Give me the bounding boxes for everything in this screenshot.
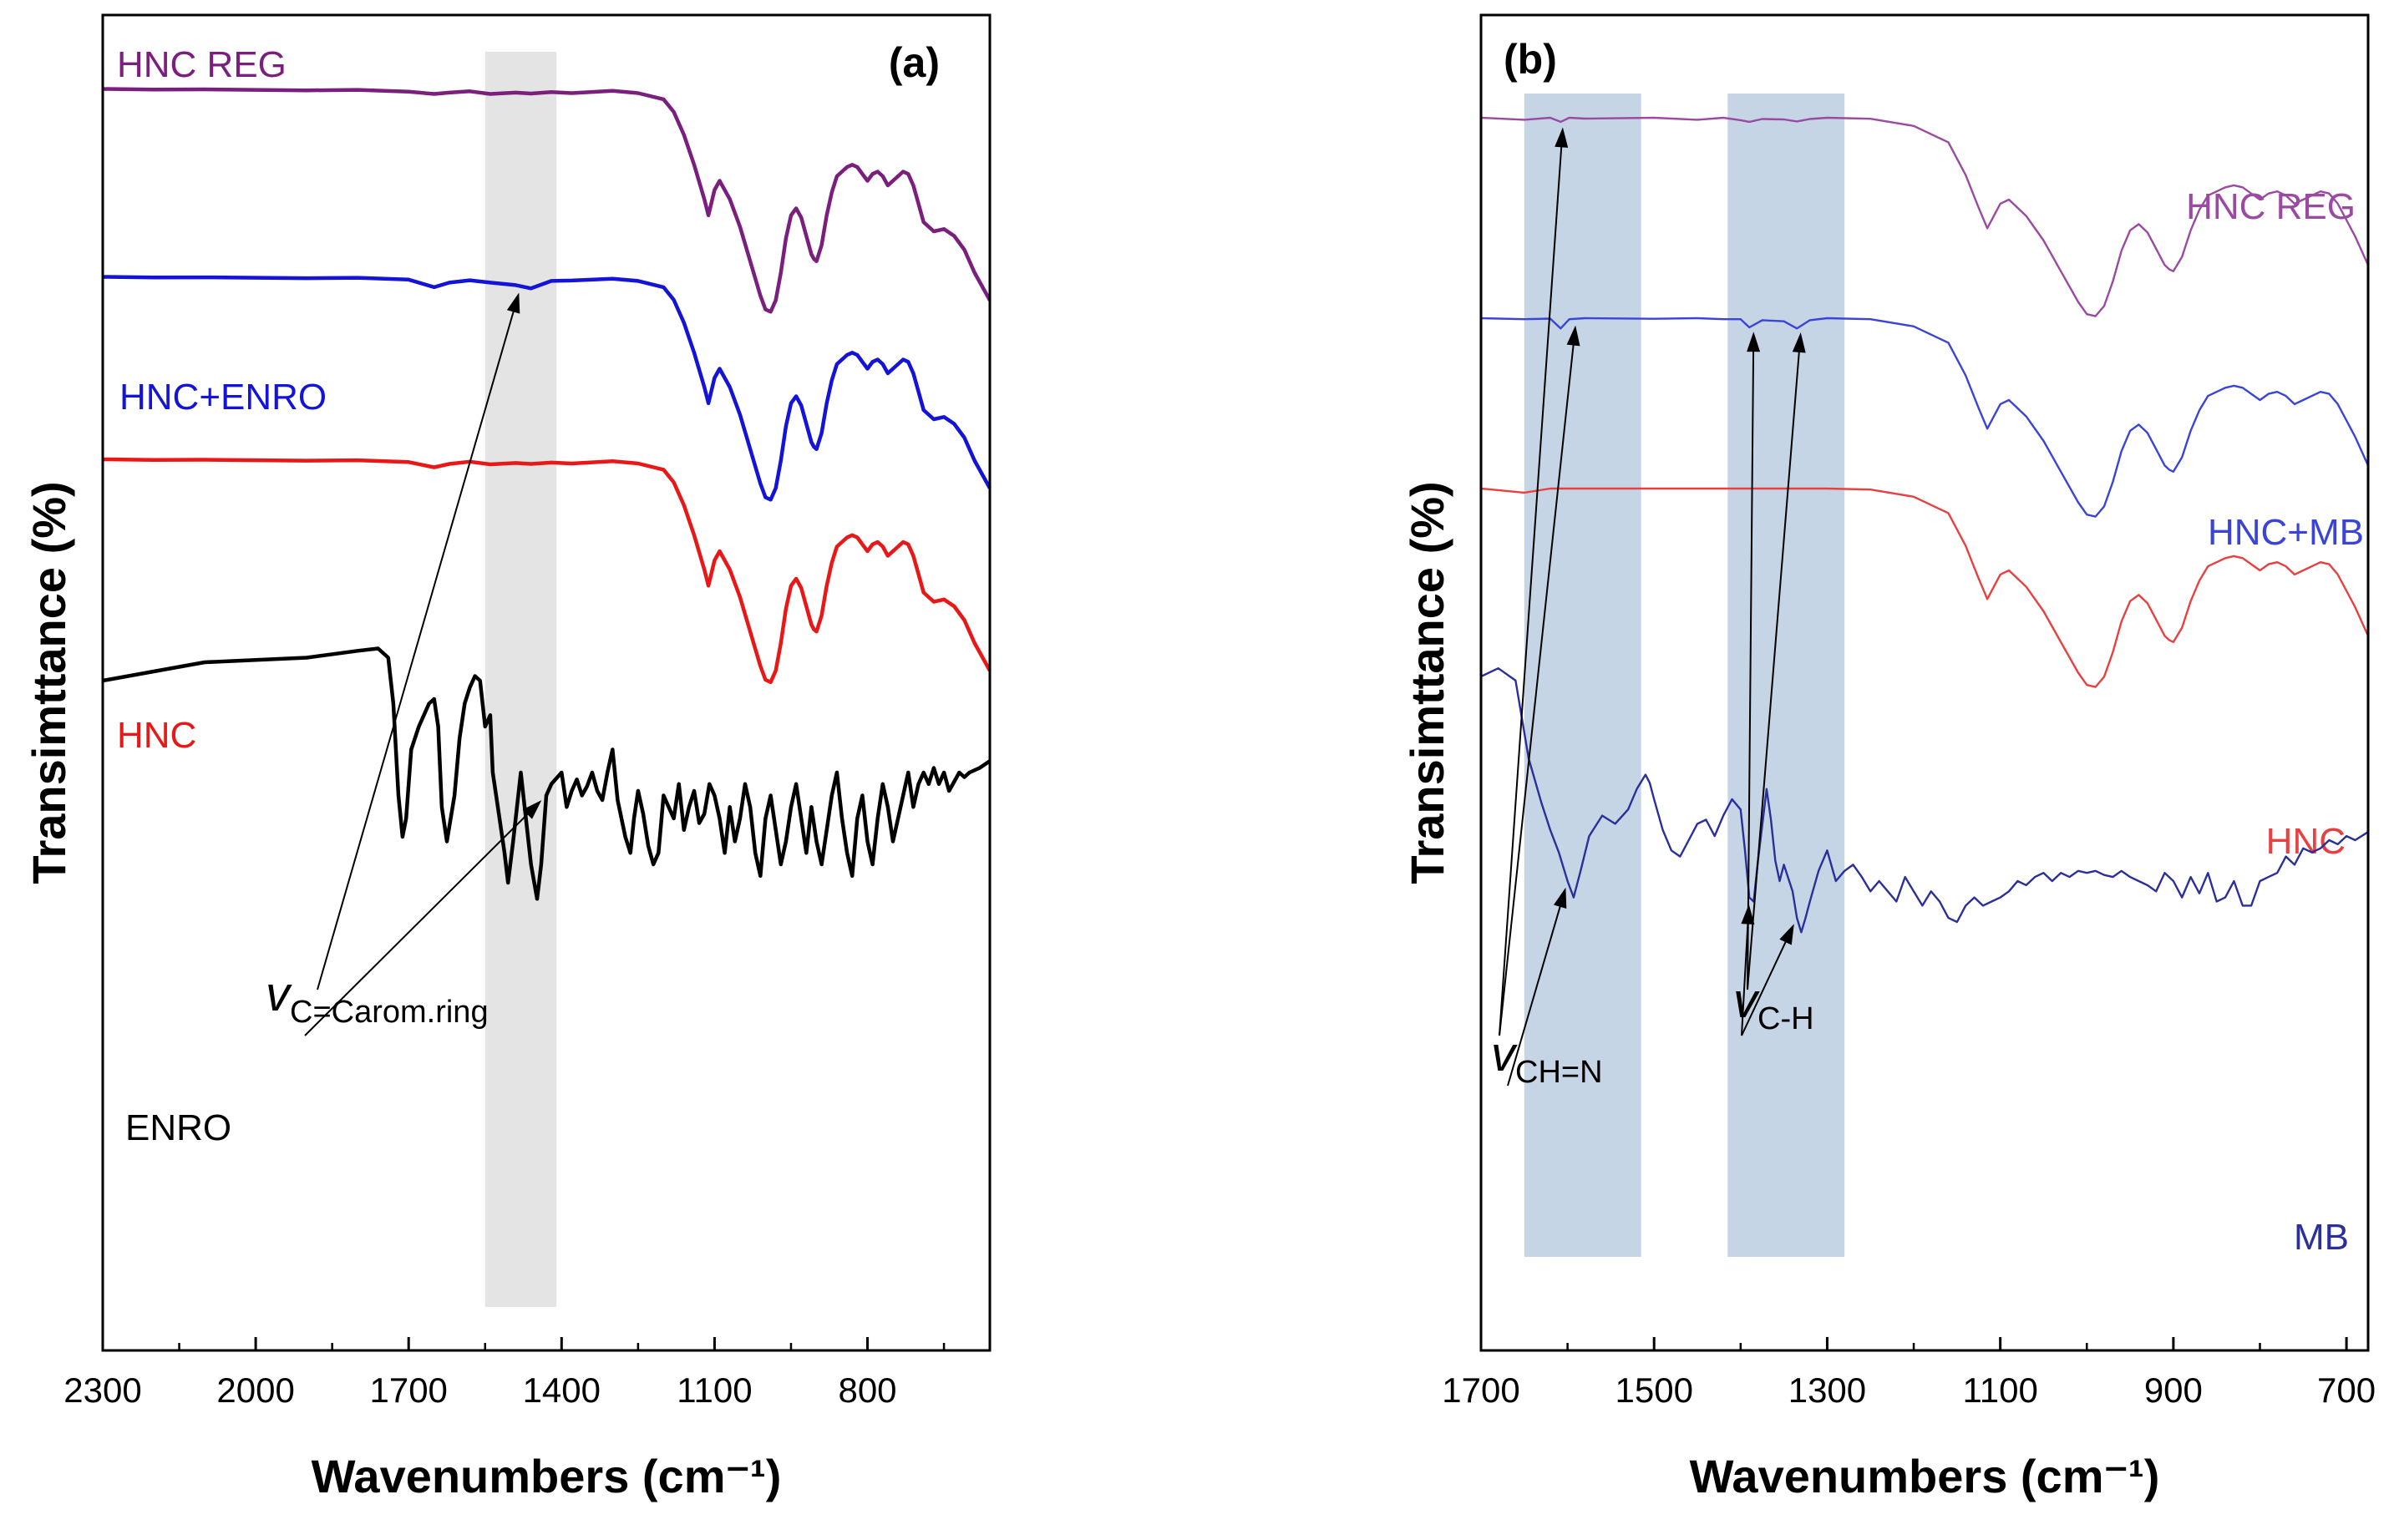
annotation-label: vCH=N	[1491, 1027, 1603, 1090]
annotation-arrowhead	[506, 292, 520, 314]
annotation-arrowhead	[1554, 887, 1567, 909]
annotation-arrow	[1499, 142, 1563, 1036]
plot-frame	[101, 13, 992, 1352]
series-line-hnc-mb	[1480, 317, 2370, 518]
highlight-band	[1524, 94, 1641, 1257]
series-label: HNC	[117, 715, 196, 756]
y-axis-title: Transimttance (%)	[1401, 481, 1453, 884]
series-label: HNC+ENRO	[119, 377, 327, 418]
x-tick-label: 1500	[1615, 1370, 1693, 1410]
annotation-arrowhead	[1555, 127, 1569, 148]
x-tick-label: 2300	[63, 1370, 141, 1410]
annotation-arrowhead	[1747, 332, 1761, 352]
annotation-symbol: v	[266, 967, 292, 1021]
annotation-arrow	[1747, 347, 1755, 990]
x-tick-label: 2000	[216, 1370, 294, 1410]
series-line-hnc-reg	[1480, 116, 2370, 317]
annotation-arrow	[1747, 347, 1801, 990]
x-tick-label: 800	[838, 1370, 896, 1410]
series-line-hnc	[102, 457, 992, 685]
series-line-mb	[1480, 667, 2369, 934]
x-tick-label: 1100	[677, 1370, 752, 1410]
annotation-arrowhead	[1741, 904, 1755, 925]
highlight-band	[1727, 94, 1845, 1257]
annotation-arrowhead	[1779, 924, 1794, 945]
x-axis-title: Wavenumbers (cm⁻¹)	[1690, 1450, 2160, 1502]
series-label: ENRO	[125, 1107, 231, 1148]
annotation-symbol: v	[1491, 1027, 1518, 1082]
x-axis-title: Wavenumbers (cm⁻¹)	[312, 1450, 782, 1502]
annotation-label: vC-H	[1733, 974, 1814, 1036]
x-tick-label: 1400	[523, 1370, 601, 1410]
annotation-subscript: C=Carom.ring	[290, 995, 489, 1030]
panel-a: HNC REG HNC+ENRO HNC ENRO 2300 2000 1700 1400 11…	[23, 13, 992, 1502]
x-tick-label: 1700	[1442, 1370, 1519, 1410]
annotation-arrow	[1741, 937, 1789, 1036]
series-label: MB	[2294, 1217, 2349, 1258]
x-tick-label: 900	[2144, 1370, 2203, 1410]
annotation-arrow	[317, 306, 516, 990]
series-label: HNC REG	[2186, 186, 2356, 227]
annotation-arrow	[1507, 901, 1563, 1087]
x-tick-label: 1100	[1962, 1370, 2037, 1410]
series-label: HNC REG	[117, 44, 287, 85]
annotation-arrow	[304, 810, 532, 1036]
panel-label: (a)	[889, 39, 940, 86]
x-tick-label: 700	[2317, 1370, 2376, 1410]
series-label: HNC+MB	[2208, 512, 2364, 553]
annotation-arrowhead	[522, 800, 542, 819]
annotation-arrowhead	[1792, 332, 1806, 353]
annotation-label: vC=Carom.ring	[266, 967, 489, 1030]
series-line-enro	[102, 646, 992, 901]
x-tick-label: 1700	[369, 1370, 447, 1410]
highlight-band	[484, 52, 557, 1307]
panel-label: (b)	[1504, 36, 1557, 83]
annotation-arrow	[1499, 340, 1575, 1036]
series-line-hnc-reg	[102, 87, 992, 314]
plot-frame	[1479, 13, 2370, 1352]
annotation-subscript: C-H	[1757, 1001, 1814, 1036]
annotation-arrowhead	[1566, 325, 1580, 347]
x-tick-label: 1300	[1788, 1370, 1866, 1410]
annotation-subscript: CH=N	[1515, 1055, 1603, 1090]
annotation-arrow	[1741, 919, 1749, 1036]
series-line-hnc-enro	[102, 275, 992, 502]
annotation-symbol: v	[1733, 974, 1760, 1028]
y-axis-title: Transimttance (%)	[23, 481, 75, 884]
